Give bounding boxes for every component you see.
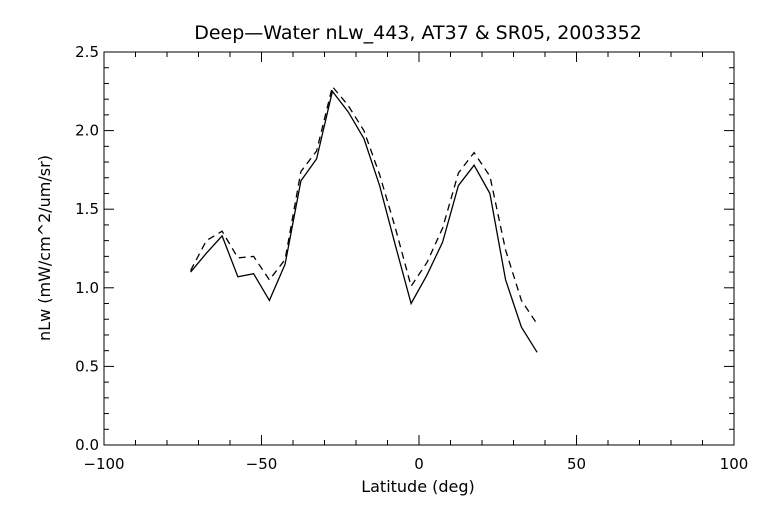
x-axis-label: Latitude (deg) xyxy=(361,477,475,496)
x-tick-label: −100 xyxy=(83,455,124,473)
chart-title: Deep—Water nLw_443, AT37 & SR05, 2003352 xyxy=(194,22,642,44)
x-tick-label: 50 xyxy=(567,455,586,473)
solid-series-line xyxy=(190,89,538,353)
y-tick-label: 2.0 xyxy=(75,122,99,140)
y-axis-label: nLw (mW/cm^2/um/sr) xyxy=(35,155,54,341)
axis-ticks xyxy=(103,51,735,446)
y-tick-label: 2.5 xyxy=(75,43,99,61)
plot-frame xyxy=(103,51,735,446)
y-tick-label: 1.5 xyxy=(75,200,99,218)
y-tick-label: 1.0 xyxy=(75,279,99,297)
x-tick-label: 100 xyxy=(720,455,749,473)
tick-labels: −100 −50 0 50 100 0.0 0.5 1.0 1.5 2.0 2.5 xyxy=(75,43,748,473)
y-tick-label: 0.0 xyxy=(75,436,99,454)
y-tick-label: 0.5 xyxy=(75,357,99,375)
x-tick-label: −50 xyxy=(246,455,278,473)
x-tick-label: 0 xyxy=(414,455,424,473)
dashed-series-line xyxy=(190,85,538,325)
series-lines xyxy=(190,85,538,353)
